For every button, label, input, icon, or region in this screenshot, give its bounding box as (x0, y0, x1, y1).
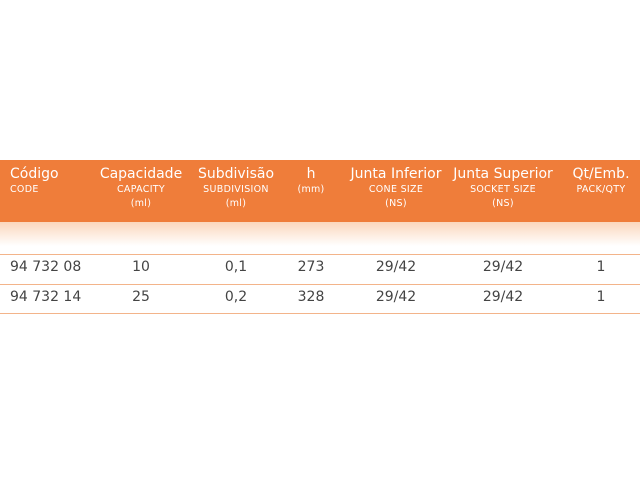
table-cell: 29/42 (482, 259, 524, 275)
table-cell: 1 (596, 259, 606, 275)
header-cell: Subdivisão SUBDIVISION (ml) (198, 165, 274, 211)
header-title: Código (10, 166, 59, 182)
header-subtitle: CAPACITY (116, 184, 166, 195)
table-cell: 94 732 08 (10, 259, 82, 275)
table-cell: 0,1 (224, 259, 248, 275)
header-subtitle: PACK/QTY (576, 184, 626, 195)
header-cell: Código CODE (10, 165, 59, 197)
header-subtitle: (mm) (297, 184, 325, 195)
header-subtitle: (ml) (225, 198, 247, 209)
header-subtitle: (ml) (130, 198, 152, 209)
table-cell: 273 (297, 259, 325, 275)
header-cell: Qt/Emb. PACK/QTY (572, 165, 629, 197)
table-cell: 94 732 14 (10, 289, 82, 305)
header-subtitle: CODE (10, 184, 39, 195)
header-cell: Junta Inferior CONE SIZE (NS) (351, 165, 442, 211)
row-rule (0, 284, 640, 285)
header-subtitle: SOCKET SIZE (470, 184, 536, 195)
table-cell: 328 (297, 289, 325, 305)
row-rule (0, 254, 640, 255)
header-cell: Capacidade CAPACITY (ml) (100, 165, 182, 211)
header-title: Subdivisão (197, 166, 275, 182)
table-cell: 25 (132, 289, 150, 305)
header-subtitle: (NS) (385, 198, 407, 209)
header-title: Junta Inferior (350, 166, 442, 182)
header-title: Qt/Emb. (572, 166, 630, 182)
header-fade (0, 222, 640, 246)
row-rule (0, 313, 640, 314)
header-title: Capacidade (99, 166, 183, 182)
header-cell: h (mm) (297, 165, 324, 197)
header-cell: Junta Superior SOCKET SIZE (NS) (453, 165, 553, 211)
table-cell: 0,2 (224, 289, 248, 305)
table-cell: 29/42 (482, 289, 524, 305)
header-title: Junta Superior (453, 166, 553, 182)
header-band (0, 160, 640, 222)
header-subtitle: CONE SIZE (368, 184, 424, 195)
table-cell: 10 (132, 259, 150, 275)
table-cell: 1 (596, 289, 606, 305)
header-title: h (306, 166, 316, 182)
header-subtitle: SUBDIVISION (203, 184, 269, 195)
table-cell: 29/42 (375, 259, 417, 275)
table-cell: 29/42 (375, 289, 417, 305)
header-subtitle: (NS) (492, 198, 514, 209)
